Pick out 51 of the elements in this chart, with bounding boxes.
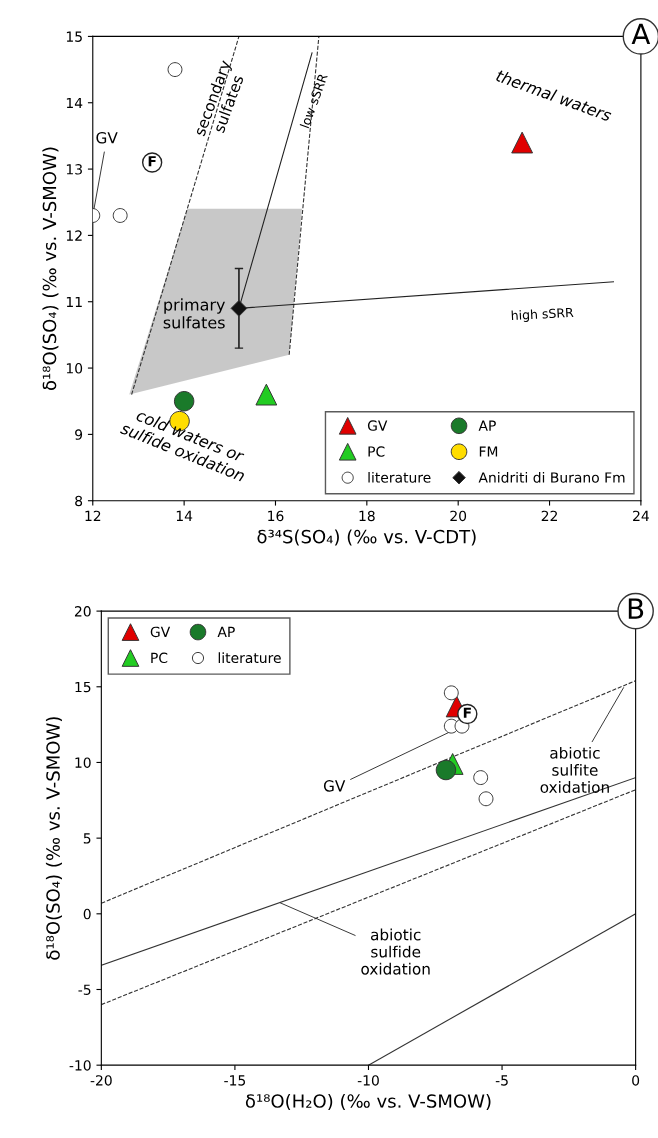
y-tick-label: 5: [83, 833, 91, 844]
legend-label: GV: [150, 626, 171, 638]
y-tick-label: 20: [74, 606, 91, 617]
x-tick-label: -5: [495, 1075, 508, 1086]
y-axis-title: δ¹⁸O(SO₄) (‰ vs. V-SMOW): [42, 147, 59, 391]
x-tick-label: -20: [90, 1075, 112, 1086]
y-tick-label: 13: [66, 164, 82, 175]
x-tick-label: 20: [450, 510, 467, 522]
y-tick-label: 15: [75, 681, 91, 693]
annotation: A: [631, 23, 651, 45]
x-tick-label: 24: [633, 510, 649, 521]
y-tick-label: 14: [66, 97, 83, 109]
y-tick-label: 10: [66, 363, 83, 374]
annotation: F: [148, 156, 156, 167]
annotation: B: [628, 598, 644, 619]
x-tick-label: 0: [632, 1075, 640, 1086]
x-axis-title: δ¹⁸O(H₂O) (‰ vs. V-SMOW): [245, 1093, 491, 1110]
legend-label: PC: [151, 652, 168, 664]
x-axis-title: δ³⁴S(SO₄) (‰ vs. V-CDT): [257, 529, 476, 546]
x-tick-label: -10: [357, 1075, 379, 1086]
y-tick-label: -5: [78, 984, 91, 995]
x-tick-label: 14: [176, 510, 193, 521]
x-tick-label: 22: [541, 510, 557, 521]
legend-label: AP: [217, 626, 235, 637]
y-tick-label: 8: [75, 495, 83, 507]
annotation: F: [463, 707, 471, 718]
legend-label: AP: [478, 420, 496, 431]
y-tick-label: 11: [66, 296, 82, 308]
y-tick-label: 10: [75, 757, 91, 768]
annotation: GV: [323, 780, 346, 792]
legend-label: FM: [479, 446, 498, 457]
legend-label: PC: [368, 446, 385, 457]
y-tick-label: -10: [69, 1060, 91, 1071]
x-tick-label: -15: [224, 1075, 246, 1086]
y-tick-label: 0: [83, 908, 91, 920]
y-tick-label: 9: [75, 429, 83, 440]
annotation: high sSRR: [511, 307, 574, 323]
legend-label: literature: [368, 472, 431, 483]
annotation: abiotic sulfite oxidation: [540, 746, 609, 793]
annotation: primary sulfates: [163, 298, 225, 329]
y-axis-title: δ¹⁸O(SO₄) (‰ vs. V-SMOW): [45, 717, 62, 960]
annotation: abiotic sulfide oxidation: [361, 928, 430, 975]
x-tick-label: 16: [268, 510, 284, 522]
annotation: GV: [96, 131, 118, 144]
legend-label: GV: [367, 420, 388, 431]
legend-label: Anidriti di Burano Fm: [478, 472, 625, 483]
annotation: low sSRR: [299, 72, 328, 129]
y-tick-label: 15: [66, 31, 82, 42]
legend-label: literature: [218, 652, 281, 664]
x-tick-label: 18: [359, 510, 375, 522]
y-tick-label: 12: [66, 230, 82, 241]
